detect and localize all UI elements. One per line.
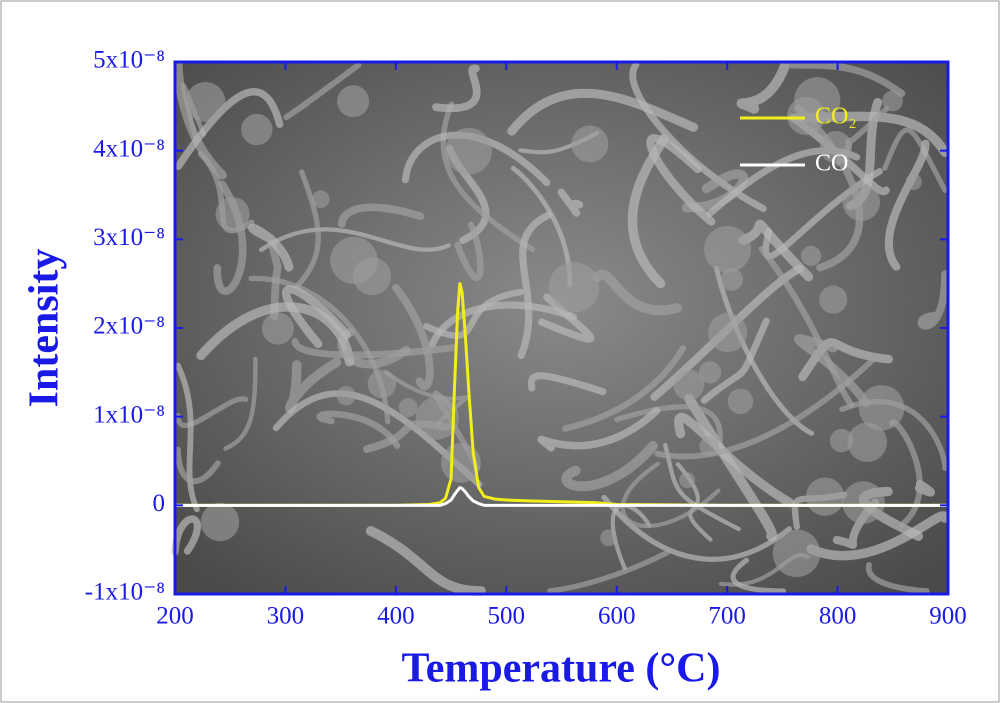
particle <box>773 529 821 577</box>
particle <box>201 503 239 541</box>
x-tick-label: 800 <box>819 603 857 630</box>
y-tick-label: 4x10⁻⁸ <box>93 135 165 162</box>
chart: CO₂ CO Temperature (°C) Intensity -1x10⁻⁸… <box>0 0 1000 703</box>
x-tick-label: 600 <box>598 603 636 630</box>
y-tick-label: -1x10⁻⁸ <box>85 579 165 606</box>
particle <box>699 361 721 383</box>
particle <box>679 472 695 488</box>
particle <box>906 174 922 190</box>
legend-label: CO <box>815 151 848 177</box>
particle <box>819 285 847 313</box>
x-tick-label: 200 <box>156 603 194 630</box>
particle <box>216 197 250 231</box>
particle <box>806 478 844 516</box>
particle <box>721 268 744 291</box>
x-tick-label: 500 <box>488 603 526 630</box>
particle <box>185 82 225 122</box>
particle <box>262 313 294 345</box>
particle <box>842 183 880 221</box>
particle <box>337 386 356 405</box>
x-tick-label: 400 <box>377 603 415 630</box>
particle <box>830 429 853 452</box>
particle <box>882 91 903 112</box>
particle <box>704 226 751 273</box>
particle <box>571 125 608 162</box>
particle <box>842 481 885 524</box>
particle <box>337 85 369 117</box>
particle <box>728 389 754 415</box>
y-axis-title: Intensity <box>22 249 68 408</box>
particle <box>600 529 617 546</box>
x-tick-label: 300 <box>267 603 305 630</box>
particle <box>699 437 719 457</box>
particle <box>312 190 330 208</box>
particle <box>549 262 600 313</box>
y-tick-label: 0 <box>153 490 166 517</box>
particle <box>445 128 492 175</box>
x-tick-label: 700 <box>708 603 746 630</box>
particle <box>801 246 821 266</box>
y-tick-label: 2x10⁻⁸ <box>93 313 165 340</box>
x-tick-label: 900 <box>929 603 967 630</box>
y-tick-label: 3x10⁻⁸ <box>93 224 165 251</box>
particle <box>330 237 377 284</box>
particle <box>241 114 272 145</box>
y-tick-label: 1x10⁻⁸ <box>93 401 165 428</box>
legend-label: CO₂ <box>815 104 857 130</box>
particle <box>399 398 418 417</box>
particle <box>859 385 905 431</box>
y-tick-label: 5x10⁻⁸ <box>93 47 165 74</box>
particle <box>708 313 747 352</box>
particle <box>368 370 397 399</box>
x-axis-title: Temperature (°C) <box>402 646 721 692</box>
